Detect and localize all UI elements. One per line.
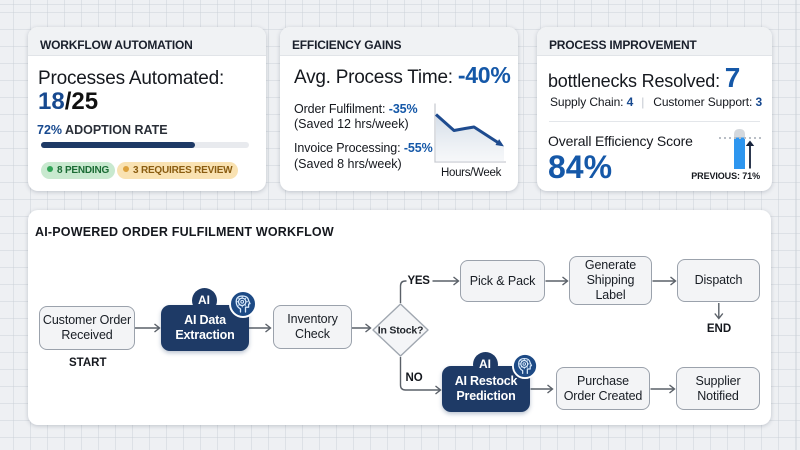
svg-text:In Stock?: In Stock? xyxy=(378,325,423,337)
